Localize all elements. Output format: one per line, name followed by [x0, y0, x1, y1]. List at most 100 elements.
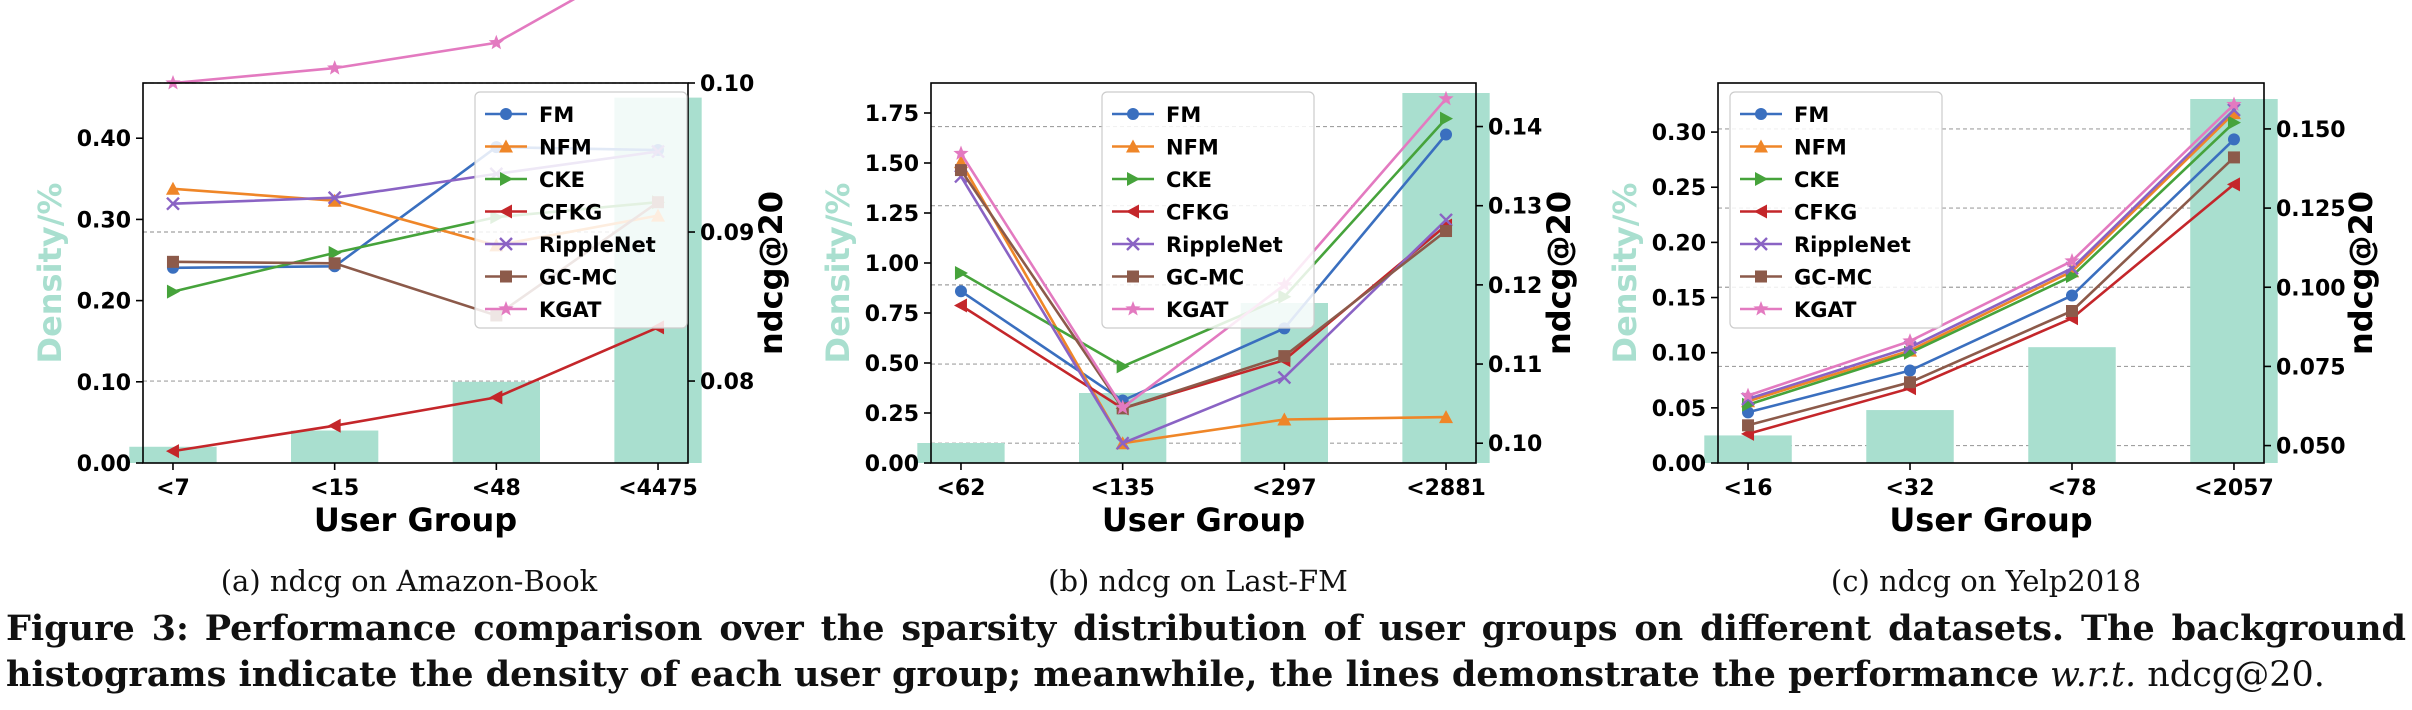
x-tick-label: <135 [1090, 476, 1154, 501]
series-point-nfm [2226, 106, 2241, 120]
series-line-kgat [959, 97, 1447, 410]
figure-caption-line2-pre: histograms indicate the density of each … [6, 654, 2039, 695]
left-tick-label: 0.10 [1652, 342, 1706, 367]
series-point-gc-mc [954, 164, 967, 177]
series-line-cke [1747, 121, 2235, 406]
legend-label-cfkg: CFKG [1166, 201, 1229, 225]
series-point-ripplenet [327, 190, 342, 205]
right-tick-label: 0.10 [700, 72, 754, 97]
legend-label-gc-mc: GC-MC [1166, 266, 1244, 290]
series-point-cke [2227, 115, 2241, 130]
series-point-gc-mc [1904, 376, 1917, 389]
legend-label-kgat: KGAT [1794, 298, 1857, 322]
legend-marker-cfkg [1754, 204, 1767, 219]
panel-caption-a: (a) ndcg on Amazon-Book [109, 564, 709, 598]
left-tick-label: 0.20 [1652, 231, 1706, 256]
series-point-cke [954, 266, 968, 280]
left-axis-label: Density/% [1606, 183, 1644, 364]
series-point-gc-mc [2065, 305, 2078, 317]
series-point-cke [1116, 359, 1130, 374]
panel-caption-b-label: (b) [1048, 564, 1090, 598]
left-axis-label: Density/% [819, 183, 857, 364]
legend-label-nfm: NFM [539, 136, 592, 160]
density-bar [1866, 410, 1954, 463]
panel-caption-c: (c) ndcg on Yelp2018 [1686, 564, 2286, 598]
panel-b: 0.00 0.25 0.50 0.75 1.00 1.25 1.50 1.75 0.10 0.11… [819, 82, 1578, 539]
legend-label-nfm: NFM [1166, 136, 1219, 160]
legend-label-gc-mc: GC-MC [539, 266, 617, 290]
legend-label-ripplenet: RippleNet [539, 233, 656, 257]
legend-label-gc-mc: GC-MC [1794, 266, 1872, 290]
right-tick-label: 0.150 [2276, 118, 2346, 143]
x-axis-label: User Group [314, 501, 517, 539]
series-line-cfkg [1747, 183, 2235, 436]
figure-caption-line2-wrt: w.r.t. [2049, 655, 2137, 695]
series-point-kgat [1438, 90, 1454, 106]
x-tick-label: <2057 [2194, 476, 2274, 501]
x-tick-label: <48 [472, 476, 521, 501]
legend-marker-cfkg [1126, 204, 1139, 219]
legend: FM NFM CKE CFKG RippleNet GC-MC KGAT [1101, 91, 1315, 329]
legend-label-ripplenet: RippleNet [1166, 233, 1283, 257]
x-tick-label: <16 [1723, 476, 1772, 501]
series-line-cke [960, 117, 1447, 368]
legend-marker-cke [1755, 172, 1768, 186]
figure-caption-line1: Performance comparison over the sparsity… [204, 608, 2406, 649]
panel-caption-b-text: ndcg on Last-FM [1098, 564, 1348, 598]
series-point-gc-mc [166, 255, 179, 268]
legend-label-ripplenet: RippleNet [1794, 233, 1911, 257]
series-point-ripplenet [1439, 213, 1453, 227]
x-tick-label: <78 [2047, 476, 2096, 501]
series-point-ripplenet [2227, 103, 2241, 117]
x-axis-label: User Group [1102, 501, 1305, 539]
series-point-fm [2065, 289, 2078, 302]
x-tick-label: <4475 [618, 476, 698, 501]
left-tick-label: 0.10 [77, 371, 131, 396]
legend-label-kgat: KGAT [1166, 298, 1229, 322]
series-point-kgat [327, 60, 343, 75]
series-point-kgat [2226, 96, 2242, 111]
legend-label-fm: FM [1166, 103, 1201, 127]
left-tick-label: 0.30 [77, 208, 131, 233]
x-tick-label: <32 [1885, 476, 1934, 501]
series-line-ripplenet [1747, 108, 2235, 401]
series-point-fm [1904, 364, 1917, 377]
legend-marker-kgat [1753, 301, 1769, 316]
panel-c: 0.00 0.05 0.10 0.15 0.20 0.25 0.30 0.050 0.075 0.… [1606, 82, 2380, 539]
series-point-kgat [488, 34, 504, 50]
left-tick-label: 1.50 [865, 152, 919, 177]
left-tick-label: 0.00 [77, 452, 131, 477]
figure-caption-line2-post: ndcg@20. [2147, 655, 2325, 695]
legend-marker-gc-mc [1755, 270, 1767, 283]
series-line-kgat [1747, 103, 2235, 397]
series-point-ripplenet [166, 196, 180, 211]
series-point-gc-mc [328, 257, 341, 270]
right-axis-label: ndcg@20 [2342, 191, 2380, 355]
series-point-cfkg [327, 418, 341, 433]
left-tick-label: 0.30 [1652, 121, 1706, 146]
series-point-kgat [953, 145, 969, 160]
density-bar [1704, 435, 1792, 463]
x-axis-label: User Group [1889, 501, 2092, 539]
left-tick-label: 0.00 [865, 452, 919, 477]
series-line-gc-mc [1747, 156, 2235, 427]
legend-box [474, 91, 688, 329]
right-tick-label: 0.075 [2276, 355, 2346, 380]
right-axis-label: ndcg@20 [1540, 191, 1578, 355]
series-point-ripplenet [1115, 436, 1130, 451]
legend-label-cke: CKE [1794, 168, 1840, 192]
density-bar [291, 430, 379, 463]
plot-frame [1717, 82, 2265, 464]
series-point-gc-mc [1742, 419, 1755, 432]
series-point-cke [166, 284, 180, 299]
legend-marker-fm [1755, 108, 1767, 120]
legend-marker-ripplenet [499, 237, 513, 251]
series-point-cfkg [165, 444, 179, 459]
series-point-nfm [165, 181, 180, 195]
x-tick-label: <297 [1252, 476, 1316, 501]
series-point-nfm [1277, 412, 1292, 426]
left-tick-label: 0.50 [865, 352, 919, 377]
series-point-kgat [1902, 333, 1918, 348]
right-tick-label: 0.10 [1488, 432, 1542, 457]
panel-caption-a-label: (a) [220, 564, 261, 598]
